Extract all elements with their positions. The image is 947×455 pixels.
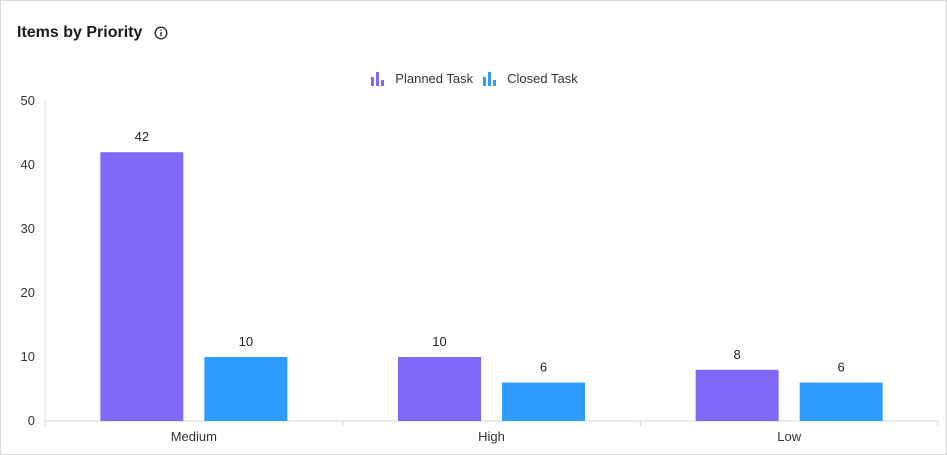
legend-label: Planned Task xyxy=(395,71,474,86)
chart-legend: Planned Task Closed Task xyxy=(1,71,947,86)
bar xyxy=(100,152,184,421)
bar xyxy=(502,382,585,421)
bar-value-label: 10 xyxy=(239,334,253,349)
legend-item-planned-task[interactable]: Planned Task xyxy=(371,71,473,86)
y-tick-label: 0 xyxy=(28,413,35,428)
info-icon[interactable] xyxy=(154,26,168,40)
x-tick-label: Low xyxy=(777,429,801,444)
bar-chart-icon xyxy=(483,71,497,86)
chart-title: Items by Priority xyxy=(17,24,143,41)
bar xyxy=(695,369,779,421)
bar-value-label: 10 xyxy=(432,334,446,349)
y-tick-label: 40 xyxy=(21,157,35,172)
bar-value-label: 6 xyxy=(540,360,547,375)
x-tick-label: High xyxy=(478,429,505,444)
legend-label: Closed Task xyxy=(507,71,578,86)
bar xyxy=(398,357,481,421)
bar xyxy=(204,357,288,421)
legend-item-closed-task[interactable]: Closed Task xyxy=(483,71,578,86)
card-header: Items by Priority xyxy=(17,21,168,45)
bar-value-label: 8 xyxy=(734,347,741,362)
y-tick-label: 10 xyxy=(21,349,35,364)
y-tick-label: 30 xyxy=(21,221,35,236)
x-tick-label: Medium xyxy=(171,429,217,444)
bar-value-label: 6 xyxy=(838,360,845,375)
bar-chart-icon xyxy=(371,71,385,86)
y-tick-label: 50 xyxy=(21,93,35,108)
bar xyxy=(799,382,883,421)
bar-value-label: 42 xyxy=(135,129,149,144)
y-tick-label: 20 xyxy=(21,285,35,300)
